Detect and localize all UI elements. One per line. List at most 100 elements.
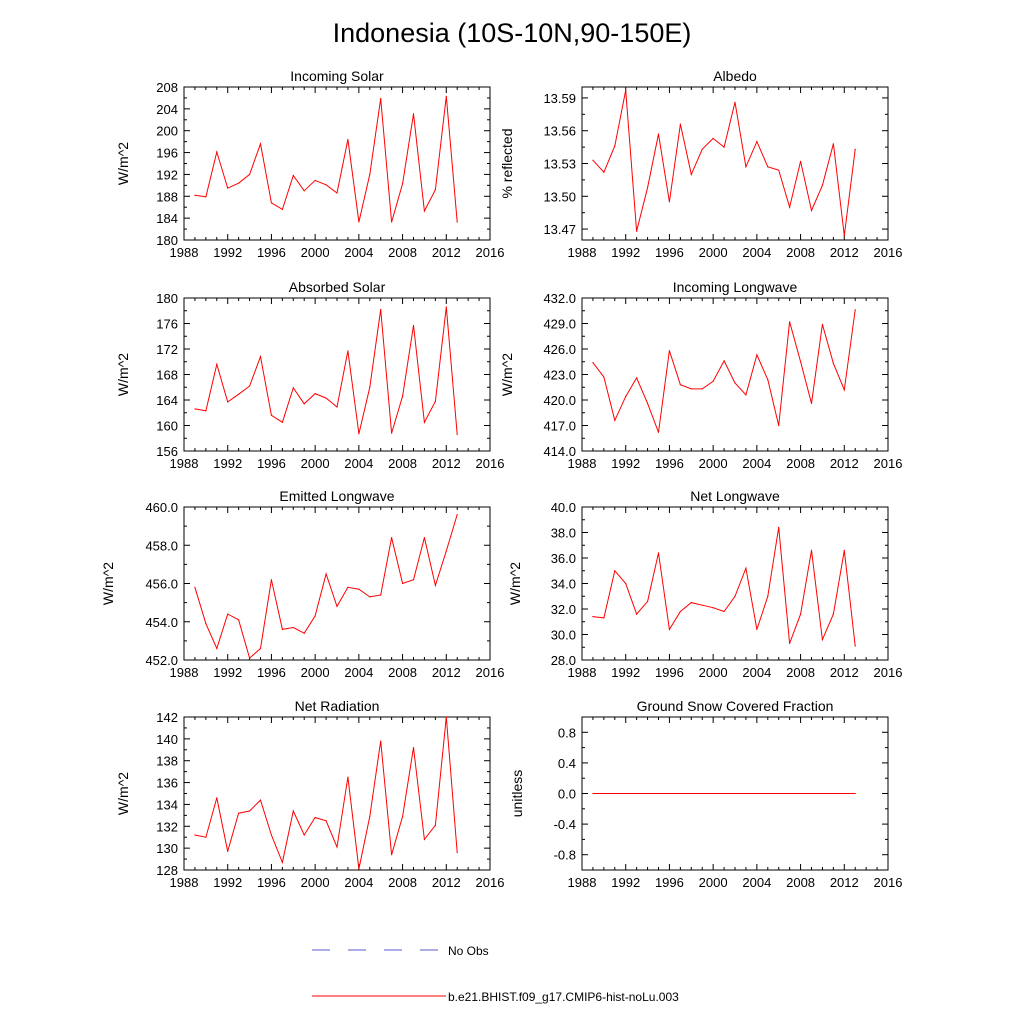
y-tick-label: 432.0 bbox=[543, 291, 576, 306]
data-point bbox=[238, 182, 240, 184]
y-axis-label: unitless bbox=[509, 770, 525, 817]
panel-title: Albedo bbox=[713, 68, 757, 84]
y-tick-label: 184 bbox=[156, 211, 178, 226]
x-tick-label: 2016 bbox=[476, 456, 505, 471]
x-tick-label: 2004 bbox=[742, 456, 771, 471]
data-point bbox=[423, 210, 426, 212]
chart-panel-1: Incoming Solar W/m^2 1988 1992 1996 2000 2004 2… bbox=[115, 68, 504, 260]
data-point bbox=[756, 628, 758, 631]
data-point bbox=[657, 552, 660, 554]
data-point bbox=[216, 151, 218, 153]
data-point bbox=[434, 824, 436, 826]
data-point bbox=[712, 137, 714, 139]
panel-title: Incoming Longwave bbox=[673, 279, 798, 295]
data-point bbox=[281, 208, 283, 210]
x-tick-label: 2012 bbox=[432, 456, 461, 471]
data-point bbox=[347, 586, 349, 588]
data-point bbox=[216, 647, 218, 650]
data-point bbox=[194, 834, 196, 836]
x-tick-label: 1996 bbox=[655, 245, 684, 260]
data-point bbox=[592, 792, 594, 795]
x-tick-label: 2012 bbox=[830, 875, 859, 890]
data-point bbox=[456, 433, 458, 436]
x-tick-label: 2016 bbox=[476, 665, 505, 680]
data-point bbox=[712, 380, 714, 382]
y-tick-label: 458.0 bbox=[145, 538, 178, 553]
data-point bbox=[205, 836, 207, 838]
data-point bbox=[679, 610, 681, 613]
data-point bbox=[789, 321, 791, 323]
data-point bbox=[281, 421, 283, 423]
data-point bbox=[347, 776, 349, 778]
y-tick-label: 34.0 bbox=[551, 577, 576, 592]
plot-frame bbox=[581, 297, 889, 452]
x-tick-label: 2016 bbox=[874, 456, 903, 471]
data-point bbox=[723, 146, 725, 148]
y-tick-label: 28.0 bbox=[551, 653, 576, 668]
chart-panel-7: Net Radiation W/m^2 1988 1992 1996 2000 2004 20… bbox=[115, 698, 504, 890]
data-point bbox=[205, 410, 207, 412]
data-point bbox=[614, 570, 616, 572]
x-tick-label: 2008 bbox=[786, 665, 815, 680]
data-point bbox=[314, 179, 316, 182]
data-point bbox=[756, 354, 758, 356]
series-line-1 bbox=[592, 309, 856, 433]
x-tick-label: 2016 bbox=[476, 245, 505, 260]
data-point bbox=[603, 617, 605, 619]
data-point bbox=[668, 201, 671, 203]
y-axis-label: W/m^2 bbox=[115, 772, 131, 815]
x-tick-label: 2016 bbox=[874, 875, 903, 890]
data-point bbox=[854, 792, 856, 795]
x-tick-label: 2000 bbox=[699, 875, 728, 890]
panel-title: Net Longwave bbox=[690, 488, 780, 504]
y-tick-label: 38.0 bbox=[551, 526, 576, 541]
data-point bbox=[614, 419, 616, 421]
y-tick-label: -0.8 bbox=[554, 848, 576, 863]
chart-panel-5: Emitted Longwave W/m^2 1988 1992 1996 2000 200… bbox=[100, 488, 504, 680]
data-point bbox=[248, 810, 251, 812]
data-point bbox=[259, 356, 262, 358]
y-axis-label: W/m^2 bbox=[499, 353, 515, 396]
data-point bbox=[380, 308, 382, 311]
x-tick-label: 2012 bbox=[432, 245, 461, 260]
x-tick-label: 1988 bbox=[568, 665, 597, 680]
x-tick-label: 2008 bbox=[786, 245, 815, 260]
data-point bbox=[412, 747, 415, 749]
x-tick-label: 1996 bbox=[655, 875, 684, 890]
data-point bbox=[679, 123, 681, 125]
data-point bbox=[336, 192, 338, 194]
data-point bbox=[391, 537, 393, 539]
data-point bbox=[434, 189, 436, 191]
data-point bbox=[314, 615, 316, 617]
data-point bbox=[380, 594, 382, 596]
data-point bbox=[821, 323, 824, 325]
y-tick-label: 452.0 bbox=[145, 653, 178, 668]
x-tick-label: 1996 bbox=[257, 245, 286, 260]
x-tick-label: 2000 bbox=[699, 665, 728, 680]
data-point bbox=[292, 387, 294, 389]
data-point bbox=[292, 626, 294, 629]
chart-panel-3: Absorbed Solar W/m^2 1988 1992 1996 2000 2004 2… bbox=[115, 279, 504, 471]
y-tick-label: 0.4 bbox=[558, 756, 576, 771]
data-point bbox=[456, 851, 458, 854]
data-point bbox=[701, 388, 703, 390]
data-point bbox=[401, 815, 404, 818]
y-tick-label: 456.0 bbox=[145, 577, 178, 592]
data-point bbox=[756, 141, 758, 143]
y-tick-label: 0.0 bbox=[558, 787, 576, 802]
data-point bbox=[325, 397, 327, 399]
data-point bbox=[325, 184, 327, 186]
data-point bbox=[854, 148, 856, 150]
y-tick-label: 160 bbox=[156, 419, 178, 434]
data-point bbox=[227, 187, 229, 189]
y-tick-label: 208 bbox=[156, 80, 178, 95]
data-point bbox=[745, 166, 747, 168]
data-point bbox=[657, 133, 660, 135]
data-point bbox=[270, 579, 273, 581]
data-point bbox=[281, 628, 283, 631]
series-line-1 bbox=[194, 96, 458, 223]
data-point bbox=[832, 362, 834, 365]
data-point bbox=[668, 350, 671, 352]
data-point bbox=[227, 850, 229, 853]
x-tick-label: 2000 bbox=[301, 665, 330, 680]
